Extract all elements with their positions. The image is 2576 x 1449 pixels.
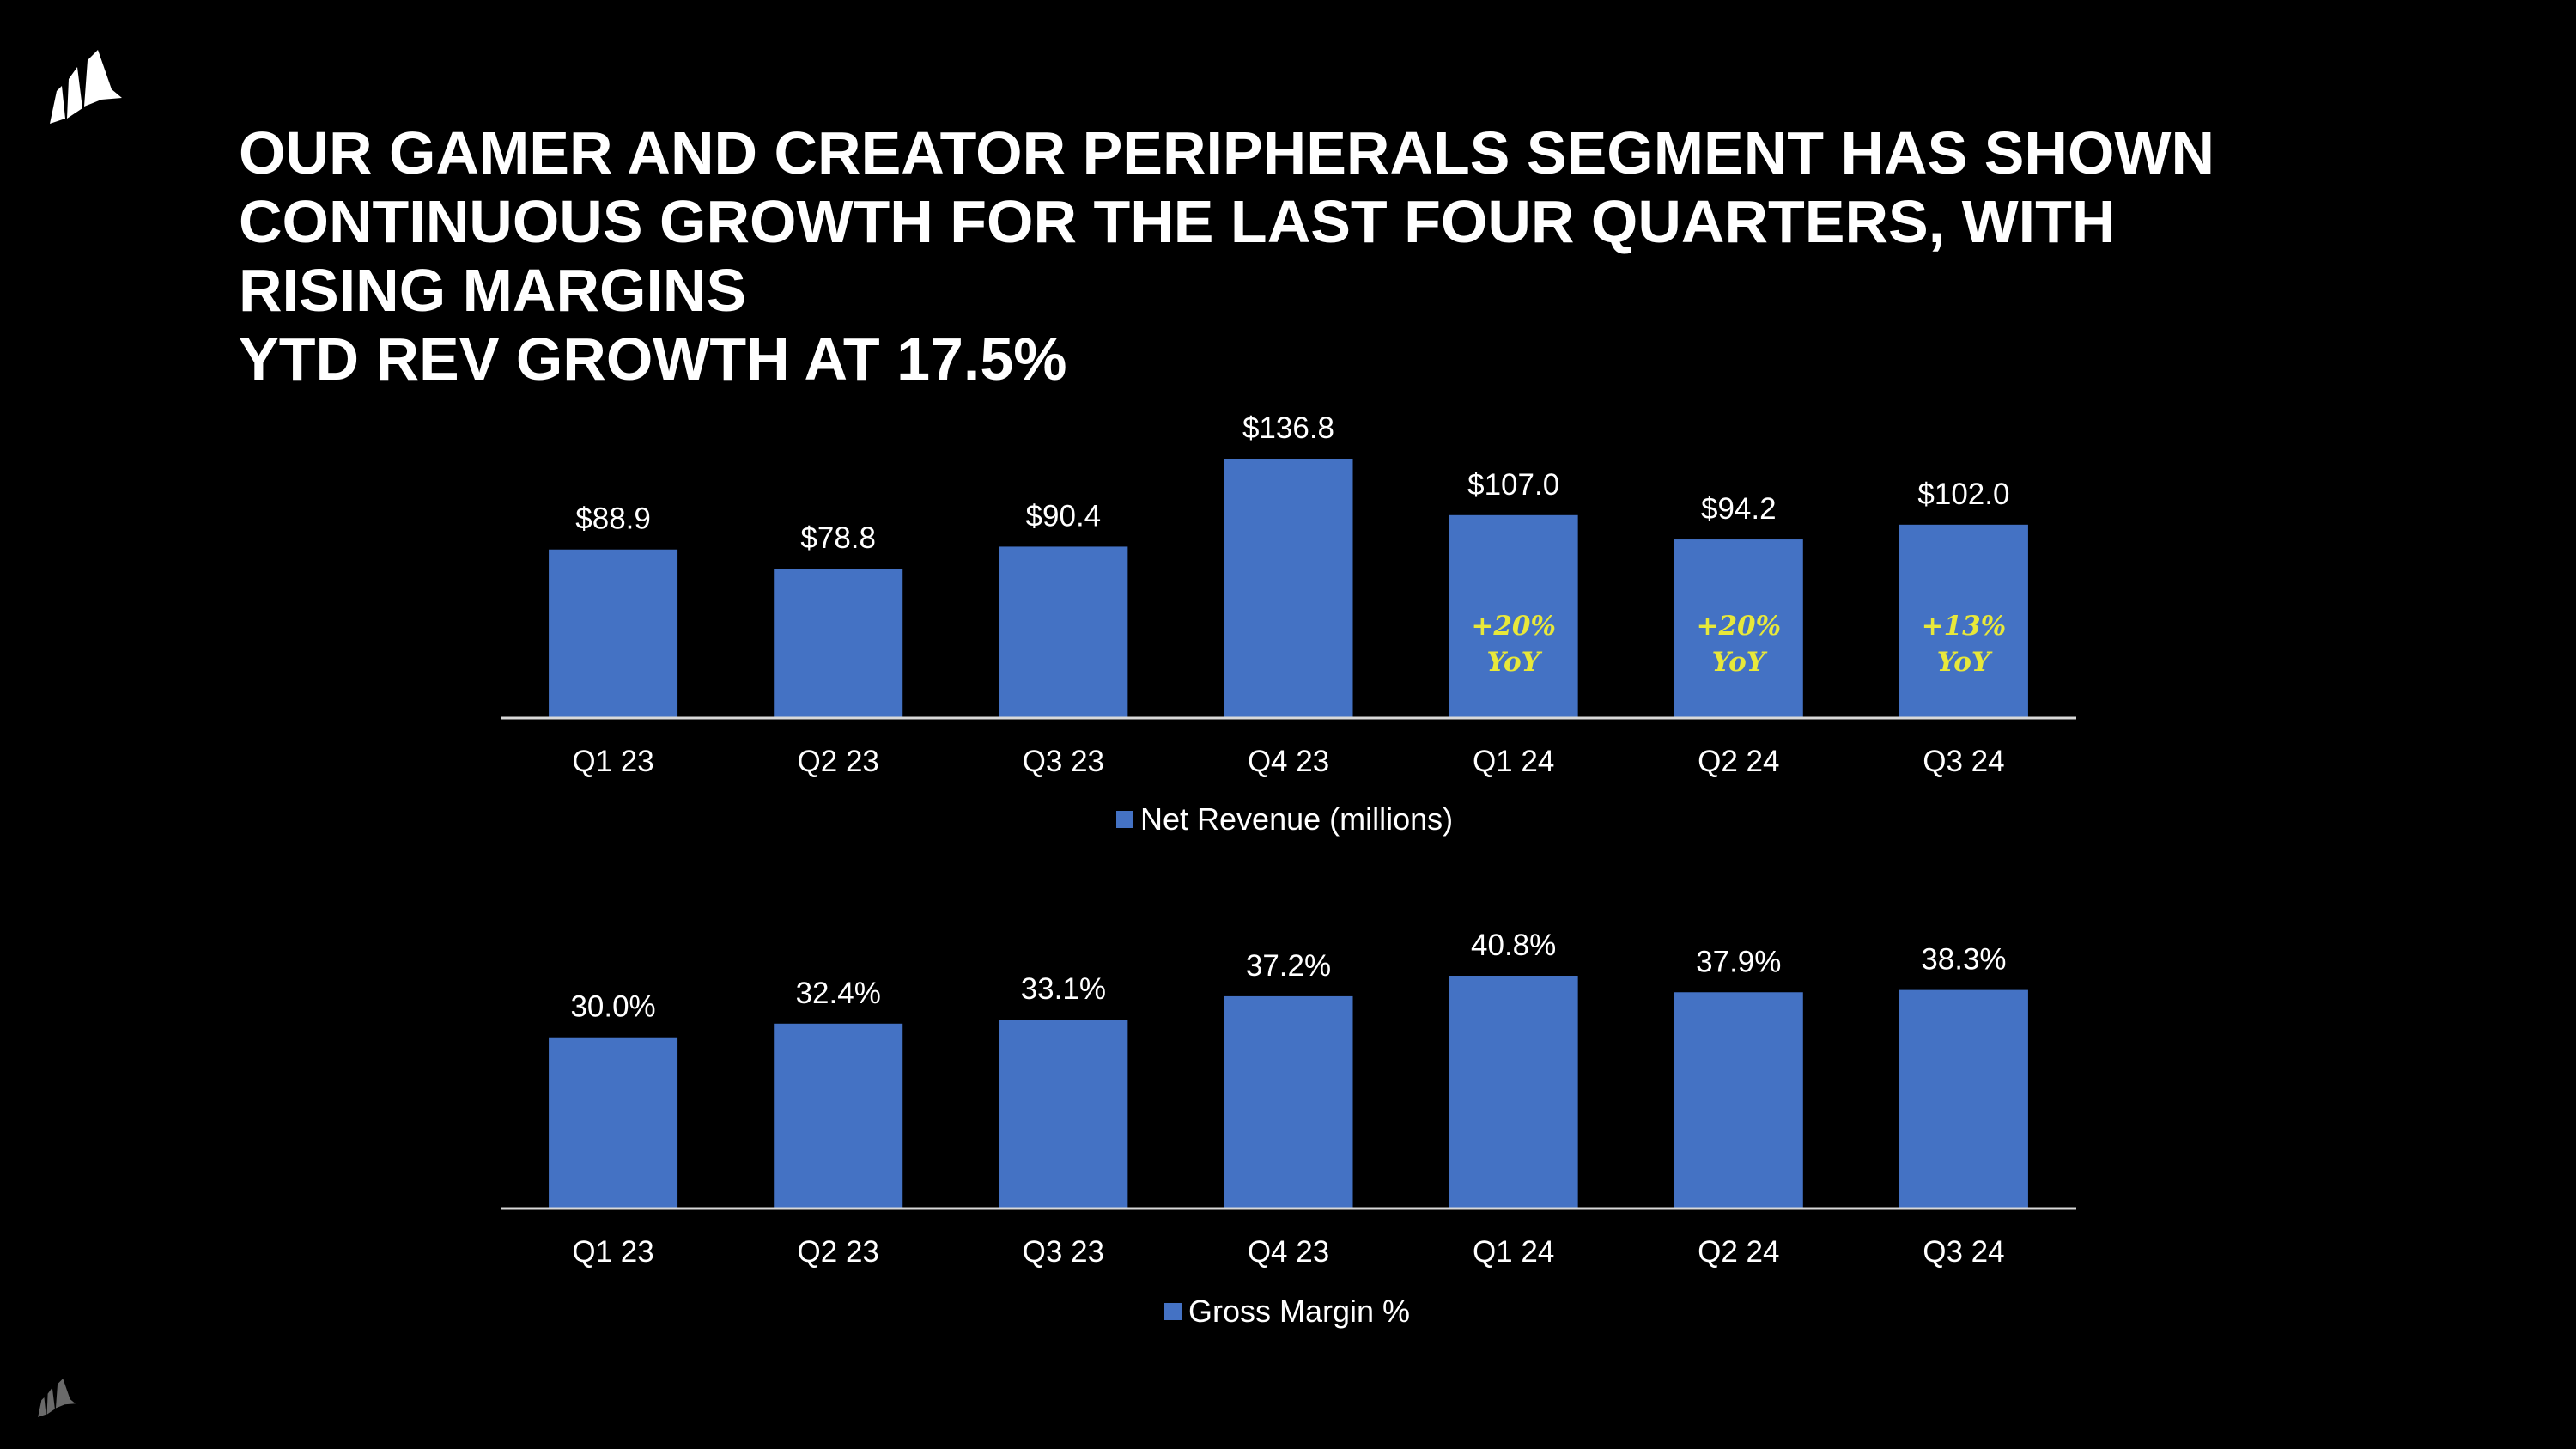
x-tick-label: Q4 23 — [1248, 745, 1329, 778]
bar — [549, 1037, 678, 1209]
bar — [1674, 992, 1803, 1209]
yoy-annotation: +20% — [1696, 611, 1781, 642]
data-label: 33.1% — [1021, 972, 1106, 1006]
gross-margin-legend: Gross Margin % — [1164, 1294, 1410, 1329]
x-tick-label: Q2 23 — [798, 745, 879, 778]
data-label: $102.0 — [1917, 478, 2009, 511]
data-label: $90.4 — [1026, 499, 1102, 533]
yoy-annotation: YoY — [1937, 647, 1993, 678]
yoy-annotation: +13% — [1922, 611, 2007, 642]
bar — [1224, 459, 1353, 718]
bar — [1449, 514, 1578, 718]
x-tick-label: Q3 23 — [1023, 745, 1104, 778]
bar — [549, 549, 678, 718]
bar — [1899, 989, 2028, 1209]
data-label: $107.0 — [1467, 468, 1559, 502]
data-label: 32.4% — [796, 977, 881, 1010]
legend-swatch — [1164, 1303, 1182, 1320]
yoy-annotation: YoY — [1712, 647, 1768, 678]
page-title: OUR GAMER AND CREATOR PERIPHERALS SEGMEN… — [239, 119, 2437, 393]
x-tick-label: Q3 24 — [1923, 1235, 2004, 1269]
x-tick-label: Q2 24 — [1698, 1235, 1779, 1269]
page-title-line: CONTINUOUS GROWTH FOR THE LAST FOUR QUAR… — [239, 188, 2116, 255]
page-title-line: RISING MARGINS — [239, 257, 747, 324]
x-tick-label: Q2 23 — [798, 1235, 879, 1269]
x-tick-label: Q2 24 — [1698, 745, 1779, 778]
data-label: $136.8 — [1242, 411, 1334, 445]
bar — [1674, 539, 1803, 718]
bar — [1224, 995, 1353, 1209]
bar — [1899, 524, 2028, 718]
page-title-line: YTD REV GROWTH AT 17.5% — [239, 326, 1067, 393]
legend-label: Net Revenue (millions) — [1140, 801, 1454, 837]
legend-swatch — [1116, 811, 1133, 828]
data-label: $94.2 — [1701, 492, 1777, 526]
sail-logo-icon — [38, 1379, 76, 1417]
bar — [999, 1020, 1128, 1209]
bar — [1449, 976, 1578, 1209]
data-label: $88.9 — [575, 502, 651, 536]
x-tick-label: Q1 24 — [1473, 1235, 1554, 1269]
bar — [774, 1023, 903, 1209]
data-label: $78.8 — [800, 521, 876, 555]
yoy-annotation: +20% — [1471, 611, 1556, 642]
legend-label: Gross Margin % — [1188, 1294, 1411, 1329]
data-label: 30.0% — [570, 990, 655, 1024]
x-tick-label: Q1 23 — [572, 745, 653, 778]
bar — [774, 569, 903, 718]
data-label: 37.2% — [1246, 949, 1331, 983]
data-label: 40.8% — [1471, 928, 1556, 962]
data-label: 37.9% — [1696, 945, 1781, 978]
net-revenue-legend: Net Revenue (millions) — [1116, 801, 1454, 837]
bar — [999, 546, 1128, 718]
x-tick-label: Q4 23 — [1248, 1235, 1329, 1269]
x-tick-label: Q1 23 — [572, 1235, 653, 1269]
x-tick-label: Q1 24 — [1473, 745, 1554, 778]
data-label: 38.3% — [1921, 943, 2006, 977]
x-tick-label: Q3 24 — [1923, 745, 2004, 778]
yoy-annotation: YoY — [1487, 647, 1543, 678]
x-tick-label: Q3 23 — [1023, 1235, 1104, 1269]
page-title-line: OUR GAMER AND CREATOR PERIPHERALS SEGMEN… — [239, 119, 2215, 186]
sail-logo-icon — [50, 50, 122, 124]
